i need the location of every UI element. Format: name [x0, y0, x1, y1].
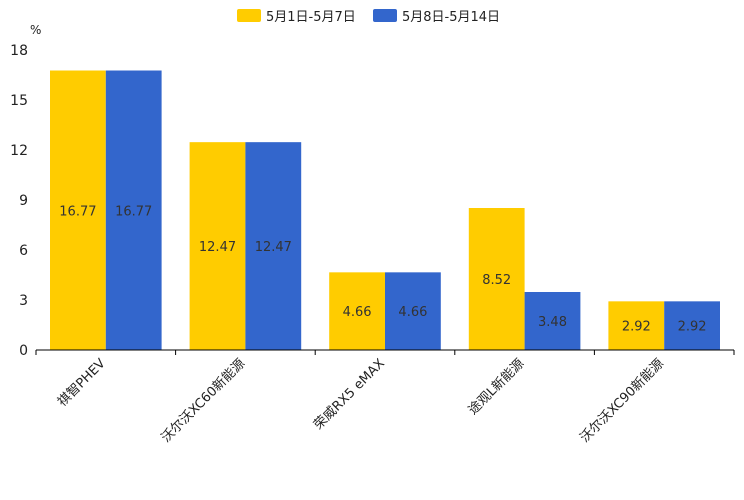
- bar-value-label: 2.92: [678, 320, 707, 335]
- x-tick-label: 途观L新能源: [465, 356, 527, 418]
- bar-value-label: 4.66: [398, 305, 427, 320]
- y-tick-label: 12: [10, 143, 28, 159]
- bar: [50, 70, 106, 350]
- x-tick-label: 沃尔沃XC90新能源: [577, 356, 667, 446]
- legend-label[interactable]: 5月8日-5月14日: [402, 10, 500, 25]
- x-tick-label: 沃尔沃XC60新能源: [158, 356, 248, 446]
- legend-swatch[interactable]: [237, 9, 261, 22]
- y-axis-unit: %: [30, 23, 41, 37]
- bar: [664, 301, 720, 350]
- bar: [329, 272, 385, 350]
- bar-value-label: 4.66: [343, 305, 372, 320]
- bar-value-label: 12.47: [255, 240, 292, 255]
- bar: [105, 70, 162, 350]
- legend-swatch[interactable]: [373, 9, 397, 22]
- bar: [385, 272, 441, 350]
- bar-value-label: 12.47: [199, 240, 236, 255]
- bar-value-label: 8.52: [482, 273, 511, 288]
- bar-value-label: 16.77: [115, 204, 152, 219]
- bar-value-label: 16.77: [59, 204, 96, 219]
- y-tick-label: 0: [19, 343, 28, 359]
- bar: [468, 208, 525, 350]
- y-tick-label: 15: [10, 93, 28, 109]
- y-tick-label: 6: [19, 243, 28, 259]
- x-tick-label: 祺智PHEV: [55, 356, 109, 410]
- y-tick-label: 3: [19, 293, 28, 309]
- bar: [189, 142, 246, 350]
- bar-value-label: 3.48: [538, 315, 567, 330]
- y-tick-label: 9: [19, 193, 28, 209]
- x-tick-label: 荣威RX5 eMAX: [311, 356, 388, 433]
- bar-value-label: 2.92: [622, 320, 651, 335]
- bar: [608, 301, 665, 350]
- bar: [524, 292, 581, 350]
- y-tick-label: 18: [10, 43, 28, 59]
- legend-label[interactable]: 5月1日-5月7日: [266, 10, 356, 25]
- bar: [245, 142, 302, 350]
